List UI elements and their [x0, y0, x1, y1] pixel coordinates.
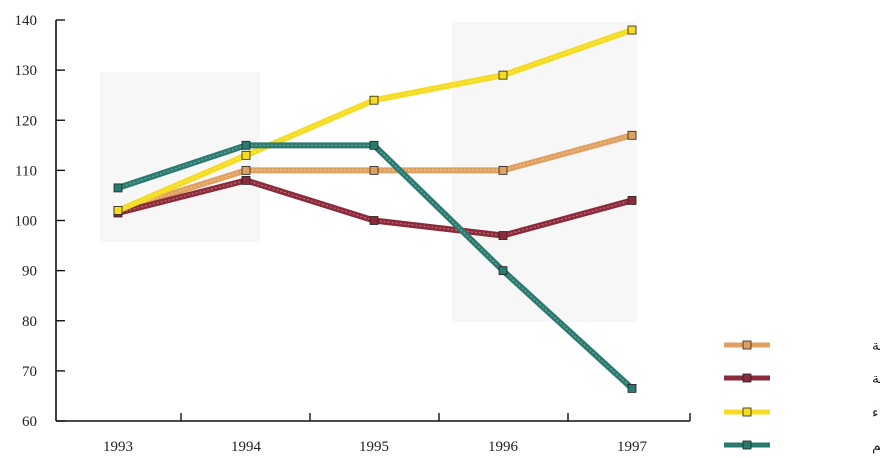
y-tick-label: 100 [15, 214, 38, 230]
y-tick-label: 130 [15, 63, 38, 79]
x-tick-label: 1997 [617, 439, 648, 455]
data-point [498, 165, 508, 175]
data-point [627, 130, 637, 140]
legend: مجموع الطاقة المواد النفطية الكهرباء الفحم [724, 338, 880, 454]
y-axis-ticks: 140 130 120 110 100 90 80 70 60 [15, 13, 65, 430]
data-point [369, 140, 379, 150]
legend-item: مجموع الطاقة [724, 338, 880, 354]
data-point [627, 25, 637, 35]
data-point [369, 95, 379, 105]
data-point [369, 165, 379, 175]
series-line-texture [117, 144, 633, 389]
legend-item: الكهرباء [724, 405, 880, 421]
y-tick-label: 90 [22, 264, 37, 280]
legend-item: الفحم [724, 438, 880, 454]
y-tick-label: 60 [22, 414, 37, 430]
y-tick-label: 110 [15, 163, 37, 179]
legend-item: المواد النفطية [724, 371, 880, 387]
data-point [627, 384, 637, 393]
series-layer [113, 25, 637, 393]
x-tick-label: 1993 [103, 439, 133, 455]
x-tick-label: 1995 [359, 439, 389, 455]
data-point [241, 140, 251, 150]
data-point [241, 165, 251, 175]
series-line-texture [117, 134, 633, 212]
series-3 [113, 140, 637, 393]
x-tick-label: 1994 [231, 439, 262, 455]
data-point [241, 175, 251, 185]
data-point [498, 231, 508, 240]
x-tick-label: 1996 [488, 439, 519, 455]
data-point [369, 216, 379, 225]
legend-label: مجموع الطاقة [872, 338, 880, 354]
data-point [498, 266, 508, 276]
data-point [627, 196, 637, 205]
y-tick-label: 80 [22, 314, 37, 330]
series-line-texture [117, 179, 633, 237]
data-point [498, 70, 508, 80]
x-axis-ticks: 1993 1994 1995 1996 1997 [103, 413, 691, 455]
data-point [113, 183, 123, 193]
legend-label: الكهرباء [872, 405, 880, 421]
legend-swatch-marker [742, 407, 752, 417]
legend-swatch-marker [742, 340, 752, 350]
legend-swatch-marker [742, 373, 752, 383]
data-point [241, 150, 251, 160]
legend-label: المواد النفطية [872, 371, 880, 387]
data-point [113, 206, 123, 215]
legend-swatch-marker [742, 440, 752, 450]
legend-label: الفحم [872, 438, 880, 454]
y-tick-label: 70 [22, 364, 37, 380]
series-line-texture [117, 29, 633, 212]
series-2 [113, 25, 637, 215]
y-tick-label: 120 [15, 113, 38, 129]
y-tick-label: 140 [15, 13, 38, 29]
